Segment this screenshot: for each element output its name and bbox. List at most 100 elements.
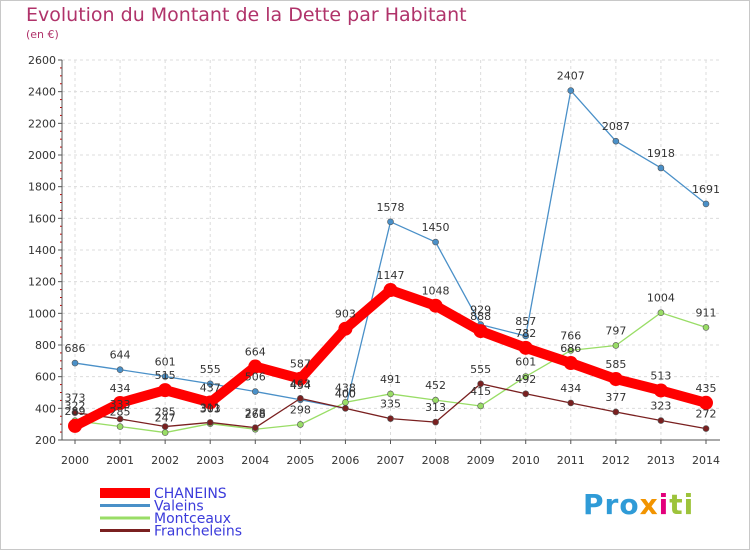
data-point-montceaux — [657, 309, 665, 317]
data-label: 400 — [335, 387, 356, 400]
data-label: 333 — [110, 398, 131, 411]
data-point-valeins — [251, 388, 259, 395]
data-point-chaneins — [383, 283, 398, 298]
logo-letter: o — [619, 488, 640, 521]
data-point-chaneins — [113, 395, 128, 410]
data-label: 686 — [560, 342, 581, 355]
data-label: 664 — [245, 346, 266, 359]
data-point-chaneins — [428, 298, 443, 313]
data-label: 1450 — [422, 221, 450, 234]
data-label: 285 — [155, 406, 176, 419]
data-point-chaneins — [563, 356, 578, 371]
data-point-valeins — [387, 218, 394, 226]
x-tick-label: 2011 — [557, 454, 585, 467]
y-tick-label: 1600 — [28, 212, 56, 225]
data-point-francheleins — [387, 415, 394, 422]
data-point-valeins — [657, 164, 665, 172]
data-label: 415 — [470, 385, 491, 398]
x-tick-label: 2003 — [196, 454, 224, 467]
data-label: 601 — [155, 356, 176, 369]
data-label: 506 — [245, 371, 266, 384]
data-point-montceaux — [161, 429, 169, 436]
data-label: 298 — [290, 403, 311, 416]
data-label: 2087 — [602, 120, 630, 133]
data-point-chaneins — [158, 383, 173, 398]
data-point-valeins — [567, 87, 575, 94]
data-point-chaneins — [699, 395, 713, 410]
data-point-francheleins — [612, 408, 620, 416]
proxiti-logo: Proxiti — [583, 488, 694, 521]
data-label: 303 — [200, 403, 221, 416]
x-tick-label: 2013 — [647, 454, 675, 467]
data-point-chaneins — [473, 324, 488, 339]
data-label: 911 — [696, 306, 717, 319]
data-label: 1918 — [647, 147, 675, 160]
data-label: 903 — [335, 308, 356, 321]
y-tick-label: 1800 — [28, 181, 56, 194]
x-tick-label: 2012 — [602, 454, 630, 467]
data-label: 644 — [110, 349, 131, 362]
chart-unit-label: (en €) — [26, 28, 59, 41]
data-point-chaneins — [248, 359, 263, 374]
data-point-francheleins — [251, 424, 259, 431]
data-point-valeins — [612, 137, 620, 145]
legend-label-valeins: Valeins — [154, 499, 204, 515]
x-tick-label: 2002 — [151, 454, 179, 467]
data-label: 686 — [65, 342, 86, 355]
x-tick-label: 2014 — [692, 454, 720, 467]
data-point-montceaux — [567, 347, 575, 354]
data-label: 434 — [110, 382, 131, 395]
data-label: 377 — [605, 391, 626, 404]
y-tick-label: 400 — [35, 402, 56, 415]
data-point-chaneins — [293, 371, 308, 386]
data-point-valeins — [116, 366, 124, 374]
y-tick-label: 2600 — [28, 54, 56, 67]
data-label: 1048 — [422, 285, 450, 298]
legend-label-chaneins: CHANEINS — [154, 486, 227, 502]
y-tick-label: 800 — [35, 339, 56, 352]
data-label: 782 — [515, 327, 536, 340]
data-point-francheleins — [297, 395, 304, 402]
data-label: 268 — [245, 408, 266, 421]
data-label: 373 — [65, 392, 86, 405]
data-point-montceaux — [116, 423, 124, 430]
x-tick-label: 2006 — [331, 454, 359, 467]
data-point-chaneins — [653, 383, 668, 398]
data-label: 247 — [155, 412, 176, 425]
data-label: 311 — [200, 401, 221, 414]
data-point-valeins — [161, 373, 169, 380]
data-label: 766 — [560, 329, 581, 342]
data-label: 400 — [335, 387, 356, 400]
data-label: 272 — [696, 408, 717, 421]
data-label: 857 — [515, 315, 536, 328]
data-label: 435 — [696, 382, 717, 395]
y-tick-label: 600 — [35, 371, 56, 384]
data-label: 587 — [290, 358, 311, 371]
data-point-valeins — [432, 238, 439, 246]
data-point-chaneins — [68, 418, 82, 433]
data-point-chaneins — [338, 321, 353, 336]
data-label: 335 — [380, 398, 401, 411]
logo-letter: P — [583, 488, 605, 521]
data-point-francheleins — [702, 425, 710, 432]
data-point-francheleins — [116, 415, 124, 423]
legend-label-francheleins: Francheleins — [154, 524, 242, 540]
data-point-francheleins — [342, 405, 349, 412]
x-tick-label: 2005 — [286, 454, 314, 467]
data-label: 888 — [470, 310, 491, 323]
y-tick-label: 2200 — [28, 117, 56, 130]
data-label: 1004 — [647, 292, 675, 305]
data-point-chaneins — [518, 340, 533, 355]
y-tick-label: 2400 — [28, 86, 56, 99]
data-label: 285 — [110, 406, 131, 419]
data-point-francheleins — [657, 417, 665, 424]
data-label: 555 — [470, 363, 491, 376]
data-point-francheleins — [432, 418, 439, 426]
logo-letter: x — [639, 488, 659, 521]
data-point-montceaux — [477, 402, 484, 410]
data-point-montceaux — [612, 342, 620, 349]
y-tick-label: 200 — [35, 434, 56, 447]
x-tick-label: 2000 — [61, 454, 89, 467]
data-label: 1578 — [377, 201, 405, 214]
data-point-valeins — [206, 380, 214, 388]
